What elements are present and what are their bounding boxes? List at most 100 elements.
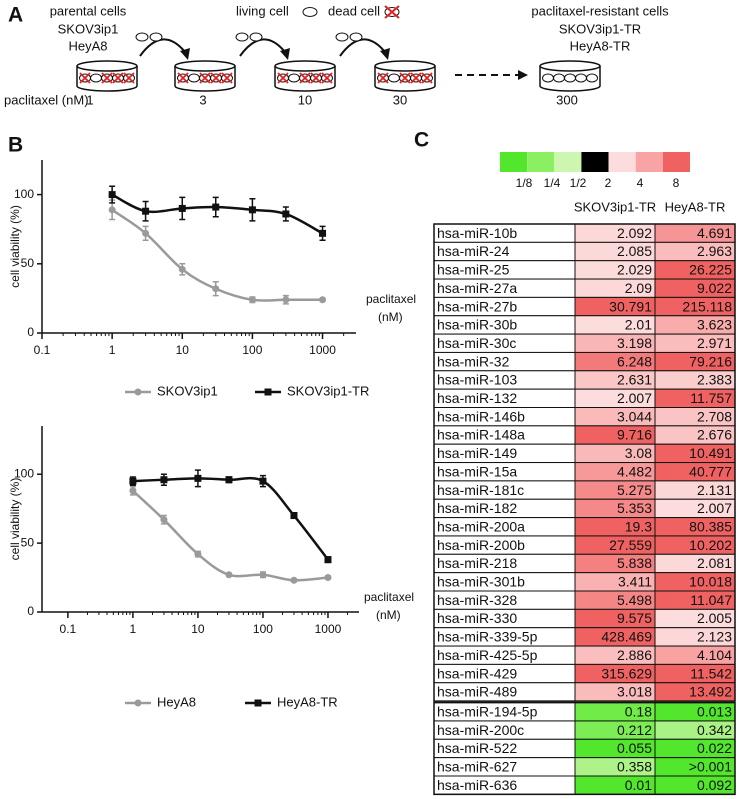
fold-change: 4.104: [697, 647, 732, 663]
point: [160, 516, 168, 524]
point: [142, 229, 150, 237]
annotation: (nM): [378, 310, 403, 324]
fold-change: 2.383: [697, 372, 732, 388]
dead-mark: [101, 72, 113, 84]
scale-swatch: [635, 152, 663, 172]
dead-mark: [377, 72, 389, 84]
x-tick-label: 0.1: [60, 622, 77, 636]
arrow-head: [380, 48, 390, 60]
mirna-name: hsa-miR-339-5p: [437, 629, 538, 645]
fold-change: 0.055: [617, 740, 652, 756]
fold-change: 0.212: [617, 722, 652, 738]
y-tick-label: 100: [14, 466, 34, 480]
fold-change: 80.385: [689, 518, 732, 534]
cell-icon: [235, 32, 249, 42]
schematic-text: paclitaxel (nM): [4, 92, 89, 107]
point: [324, 556, 332, 564]
scale-label: 1/2: [570, 176, 587, 190]
cell-icon: [388, 73, 400, 83]
cell-icon: [288, 73, 300, 83]
mirna-name: hsa-miR-32: [437, 353, 510, 369]
dose-label: 1: [86, 92, 93, 107]
point: [225, 476, 233, 484]
mirna-name: hsa-miR-30b: [437, 317, 517, 333]
mirna-name: hsa-miR-30c: [437, 335, 516, 351]
schematic-drawing: [76, 32, 601, 92]
schematic-text: paclitaxel-resistant cells: [531, 3, 669, 18]
dead-mark: [277, 72, 289, 84]
fold-change: 0.092: [697, 777, 732, 793]
dead-mark: [123, 72, 135, 84]
mirna-name: hsa-miR-103: [437, 372, 517, 388]
fold-change: 2.123: [697, 629, 732, 645]
schematic-text: HeyA8: [68, 38, 107, 53]
dish-rim: [174, 60, 236, 72]
fold-change: 2.081: [697, 555, 732, 571]
scale-label: 8: [673, 176, 680, 190]
mirna-name: hsa-miR-522: [437, 740, 517, 756]
fold-change: 2.007: [697, 500, 732, 516]
x-tick-label: 1000: [309, 343, 336, 357]
dead-mark: [177, 72, 189, 84]
fold-change: 5.353: [617, 500, 652, 516]
fold-change: 13.492: [689, 684, 732, 700]
fold-change: 215.118: [682, 298, 732, 314]
point: [248, 206, 256, 214]
dish-rim: [539, 60, 601, 72]
cell-icon: [188, 73, 200, 83]
scale-label: 4: [637, 176, 644, 190]
y-axis-label: cell viability (%): [8, 478, 22, 561]
dead-mark: [210, 72, 222, 84]
scale-label: 1/4: [544, 176, 561, 190]
dead-mark: [410, 72, 422, 84]
x-tick-label: 10: [191, 622, 205, 636]
mirna-name: hsa-miR-146b: [437, 408, 525, 424]
annotation: (nM): [376, 608, 401, 622]
dose-label: 300: [556, 92, 578, 107]
y-tick-label: 50: [21, 535, 35, 549]
point: [142, 207, 150, 215]
fold-change: 79.216: [689, 353, 732, 369]
point: [129, 477, 137, 485]
dose-label: 30: [393, 92, 407, 107]
curved-arrow: [339, 38, 386, 57]
fold-change: 2.708: [697, 408, 732, 424]
fold-change: 3.198: [617, 335, 652, 351]
scale-swatch: [554, 152, 582, 172]
fold-change: 2.01: [625, 317, 652, 333]
legend-marker: [254, 699, 262, 707]
fold-change: 0.01: [625, 777, 652, 793]
cell-icon: [335, 32, 349, 42]
y-tick-label: 0: [27, 325, 34, 339]
fold-change: 11.542: [690, 665, 732, 681]
mirna-name: hsa-miR-200b: [437, 537, 525, 553]
fold-change: 2.092: [617, 225, 652, 241]
mirna-name: hsa-miR-194-5p: [437, 703, 538, 719]
schematic-text: living cell: [236, 3, 289, 18]
point: [108, 191, 116, 199]
fold-change: 11.757: [690, 390, 732, 406]
schematic-text: HeyA8-TR: [570, 38, 631, 53]
fold-change: 0.022: [697, 740, 732, 756]
fold-change: 10.018: [689, 574, 732, 590]
legend-marker: [134, 699, 142, 707]
scale-label: 2: [605, 176, 612, 190]
mirna-name: hsa-miR-132: [437, 390, 517, 406]
mirna-name: hsa-miR-25: [437, 262, 510, 278]
cell-icon: [586, 73, 598, 83]
cell-icon: [349, 32, 363, 42]
legend-label: SKOV3ip1: [157, 383, 218, 398]
fold-change: >0.001: [689, 759, 732, 775]
fold-change: 0.013: [697, 703, 732, 719]
point: [212, 285, 220, 293]
point: [212, 203, 220, 211]
mirna-name: hsa-miR-27a: [437, 280, 517, 296]
x-tick-label: 0.1: [34, 343, 51, 357]
legend-label: SKOV3ip1-TR: [287, 383, 369, 398]
mirna-name: hsa-miR-489: [437, 684, 517, 700]
fold-change: 26.225: [689, 262, 732, 278]
point: [108, 206, 116, 214]
arrow-head: [280, 48, 290, 60]
cell-icon: [149, 32, 163, 42]
